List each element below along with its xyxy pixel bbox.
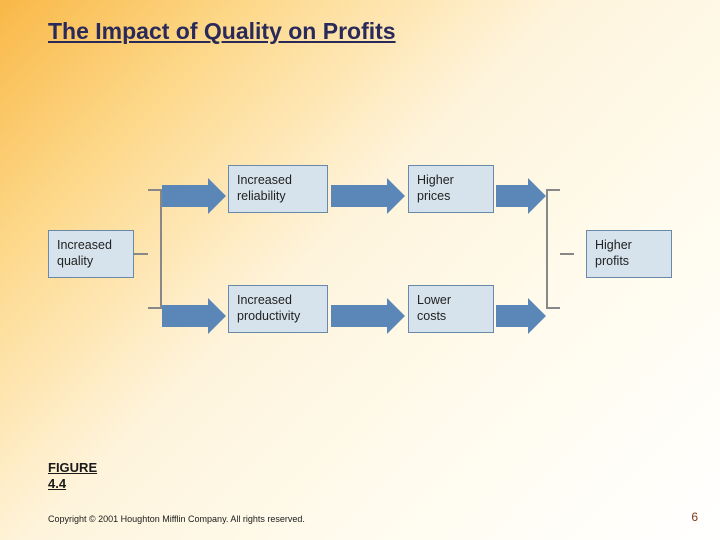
page-title: The Impact of Quality on Profits — [48, 18, 396, 45]
node-profits: Higherprofits — [586, 230, 672, 278]
flow-diagram: Increasedquality Increasedreliability Incr… — [48, 155, 672, 355]
arrow-1 — [162, 298, 226, 334]
figure-label-line1: FIGURE — [48, 460, 97, 475]
node-prices: Higherprices — [408, 165, 494, 213]
arrow-5 — [496, 298, 546, 334]
figure-label-line2: 4.4 — [48, 476, 66, 491]
figure-label: FIGURE 4.4 — [48, 460, 97, 493]
node-quality: Increasedquality — [48, 230, 134, 278]
copyright-text: Copyright © 2001 Houghton Mifflin Compan… — [48, 514, 305, 524]
arrow-0 — [162, 178, 226, 214]
page-number: 6 — [691, 510, 698, 524]
connector-fork-out — [148, 189, 162, 309]
node-costs: Lowercosts — [408, 285, 494, 333]
connector-stem — [134, 253, 148, 255]
arrow-4 — [496, 178, 546, 214]
arrow-3 — [331, 298, 405, 334]
node-productivity: Increasedproductivity — [228, 285, 328, 333]
connector-stem — [560, 253, 574, 255]
arrow-2 — [331, 178, 405, 214]
node-reliability: Increasedreliability — [228, 165, 328, 213]
connector-fork-in — [546, 189, 560, 309]
